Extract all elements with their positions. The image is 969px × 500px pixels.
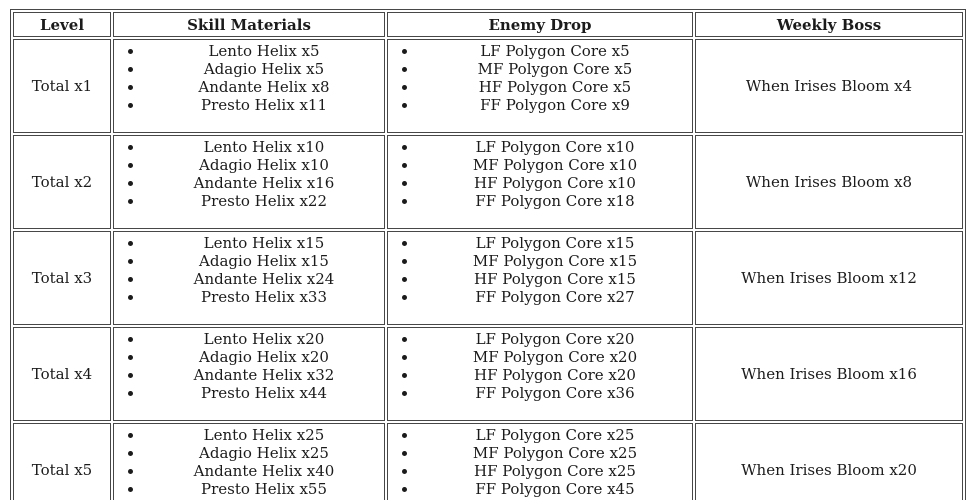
list-item: Lento Helix x15 [144, 234, 384, 252]
list-item: FF Polygon Core x27 [418, 288, 692, 306]
enemy-drop-list: LF Polygon Core x20MF Polygon Core x20HF… [388, 330, 692, 402]
weekly-boss-cell: When Irises Bloom x8 [695, 135, 963, 229]
header-row: Level Skill Materials Enemy Drop Weekly … [13, 12, 963, 37]
enemy-drop-cell: LF Polygon Core x20MF Polygon Core x20HF… [387, 327, 693, 421]
list-item: Presto Helix x33 [144, 288, 384, 306]
table-row: Total x4 Lento Helix x20Adagio Helix x20… [13, 327, 963, 421]
skill-materials-cell: Lento Helix x20Adagio Helix x20Andante H… [113, 327, 385, 421]
weekly-boss-cell: When Irises Bloom x20 [695, 423, 963, 500]
list-item: Presto Helix x11 [144, 96, 384, 114]
list-item: Andante Helix x16 [144, 174, 384, 192]
enemy-drop-cell: LF Polygon Core x5MF Polygon Core x5HF P… [387, 39, 693, 133]
header-skill-materials: Skill Materials [113, 12, 385, 37]
list-item: FF Polygon Core x36 [418, 384, 692, 402]
skill-materials-list: Lento Helix x5Adagio Helix x5Andante Hel… [114, 42, 384, 114]
enemy-drop-cell: LF Polygon Core x25MF Polygon Core x25HF… [387, 423, 693, 500]
list-item: Andante Helix x40 [144, 462, 384, 480]
list-item: Lento Helix x10 [144, 138, 384, 156]
level-cell: Total x1 [13, 39, 111, 133]
list-item: HF Polygon Core x5 [418, 78, 692, 96]
skill-materials-list: Lento Helix x20Adagio Helix x20Andante H… [114, 330, 384, 402]
list-item: Lento Helix x25 [144, 426, 384, 444]
level-cell: Total x4 [13, 327, 111, 421]
list-item: HF Polygon Core x10 [418, 174, 692, 192]
list-item: Andante Helix x24 [144, 270, 384, 288]
skill-materials-cell: Lento Helix x10Adagio Helix x10Andante H… [113, 135, 385, 229]
list-item: LF Polygon Core x15 [418, 234, 692, 252]
skill-materials-list: Lento Helix x10Adagio Helix x10Andante H… [114, 138, 384, 210]
list-item: Adagio Helix x15 [144, 252, 384, 270]
list-item: HF Polygon Core x25 [418, 462, 692, 480]
materials-table: Level Skill Materials Enemy Drop Weekly … [10, 9, 966, 500]
table-row: Total x2 Lento Helix x10Adagio Helix x10… [13, 135, 963, 229]
list-item: Adagio Helix x5 [144, 60, 384, 78]
level-cell: Total x5 [13, 423, 111, 500]
skill-materials-cell: Lento Helix x5Adagio Helix x5Andante Hel… [113, 39, 385, 133]
level-cell: Total x2 [13, 135, 111, 229]
list-item: FF Polygon Core x18 [418, 192, 692, 210]
list-item: LF Polygon Core x25 [418, 426, 692, 444]
list-item: MF Polygon Core x25 [418, 444, 692, 462]
list-item: MF Polygon Core x5 [418, 60, 692, 78]
enemy-drop-list: LF Polygon Core x5MF Polygon Core x5HF P… [388, 42, 692, 114]
list-item: Andante Helix x32 [144, 366, 384, 384]
table-row: Total x3 Lento Helix x15Adagio Helix x15… [13, 231, 963, 325]
header-weekly-boss: Weekly Boss [695, 12, 963, 37]
list-item: MF Polygon Core x20 [418, 348, 692, 366]
skill-materials-cell: Lento Helix x25Adagio Helix x25Andante H… [113, 423, 385, 500]
enemy-drop-cell: LF Polygon Core x15MF Polygon Core x15HF… [387, 231, 693, 325]
level-cell: Total x3 [13, 231, 111, 325]
enemy-drop-list: LF Polygon Core x10MF Polygon Core x10HF… [388, 138, 692, 210]
skill-materials-list: Lento Helix x15Adagio Helix x15Andante H… [114, 234, 384, 306]
list-item: Adagio Helix x10 [144, 156, 384, 174]
weekly-boss-cell: When Irises Bloom x12 [695, 231, 963, 325]
enemy-drop-cell: LF Polygon Core x10MF Polygon Core x10HF… [387, 135, 693, 229]
table-row: Total x5 Lento Helix x25Adagio Helix x25… [13, 423, 963, 500]
list-item: Adagio Helix x20 [144, 348, 384, 366]
enemy-drop-list: LF Polygon Core x15MF Polygon Core x15HF… [388, 234, 692, 306]
list-item: LF Polygon Core x20 [418, 330, 692, 348]
skill-materials-cell: Lento Helix x15Adagio Helix x15Andante H… [113, 231, 385, 325]
list-item: MF Polygon Core x15 [418, 252, 692, 270]
list-item: HF Polygon Core x20 [418, 366, 692, 384]
weekly-boss-cell: When Irises Bloom x16 [695, 327, 963, 421]
list-item: Adagio Helix x25 [144, 444, 384, 462]
list-item: Presto Helix x44 [144, 384, 384, 402]
header-enemy-drop: Enemy Drop [387, 12, 693, 37]
header-level: Level [13, 12, 111, 37]
list-item: LF Polygon Core x10 [418, 138, 692, 156]
enemy-drop-list: LF Polygon Core x25MF Polygon Core x25HF… [388, 426, 692, 498]
list-item: MF Polygon Core x10 [418, 156, 692, 174]
list-item: FF Polygon Core x45 [418, 480, 692, 498]
list-item: FF Polygon Core x9 [418, 96, 692, 114]
skill-materials-list: Lento Helix x25Adagio Helix x25Andante H… [114, 426, 384, 498]
list-item: Presto Helix x22 [144, 192, 384, 210]
list-item: Andante Helix x8 [144, 78, 384, 96]
weekly-boss-cell: When Irises Bloom x4 [695, 39, 963, 133]
table-row: Total x1 Lento Helix x5Adagio Helix x5An… [13, 39, 963, 133]
list-item: LF Polygon Core x5 [418, 42, 692, 60]
list-item: Presto Helix x55 [144, 480, 384, 498]
list-item: Lento Helix x20 [144, 330, 384, 348]
list-item: HF Polygon Core x15 [418, 270, 692, 288]
list-item: Lento Helix x5 [144, 42, 384, 60]
